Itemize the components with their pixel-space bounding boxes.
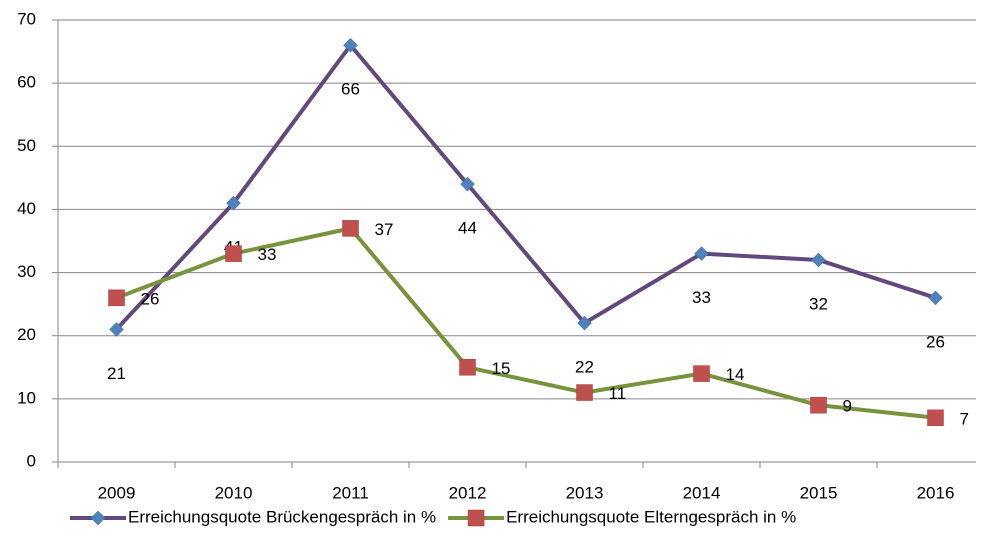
point-marker [342,220,359,237]
y-tick-label: 60 [17,73,36,92]
point-marker [460,176,475,192]
y-tick-label: 70 [17,9,36,28]
x-tick-label: 2009 [98,483,136,502]
point-marker [694,246,709,261]
legend-label: Erreichungsquote Elterngespräch in % [506,507,796,526]
data-label: 37 [375,220,394,239]
legend-label: Erreichungsquote Brückengespräch in % [128,507,436,526]
x-tick-label: 2010 [215,483,253,502]
legend-marker [90,510,106,526]
x-tick-label: 2014 [683,483,721,502]
data-label: 66 [341,80,360,99]
point-marker [459,359,476,376]
point-marker [577,315,592,331]
data-label: 33 [258,245,277,264]
y-tick-label: 30 [17,262,36,281]
data-label: 11 [609,384,627,403]
data-label: 14 [726,365,745,384]
point-marker [226,195,241,211]
series-line [115,43,937,331]
x-tick-label: 2011 [332,483,369,502]
data-label: 33 [692,288,711,307]
point-marker [108,289,125,307]
data-label: 22 [575,358,594,377]
y-tick-label: 10 [17,388,36,407]
legend-marker [467,509,485,527]
point-marker [811,252,826,268]
x-tick-label: 2016 [917,483,955,502]
point-marker [225,245,242,262]
point-marker [810,396,827,414]
data-label: 26 [141,289,160,308]
data-label: 15 [492,359,511,378]
y-tick-label: 40 [17,199,36,218]
data-label: 9 [843,397,852,416]
data-label: 7 [960,409,969,428]
y-tick-label: 50 [17,136,36,155]
data-label: 32 [809,294,828,313]
x-tick-label: 2012 [449,483,487,502]
x-tick-label: 2013 [566,483,604,502]
point-marker [576,384,593,401]
y-tick-label: 20 [17,325,36,344]
point-marker [927,409,944,427]
data-label: 26 [926,332,945,351]
x-tick-label: 2015 [800,483,838,502]
data-label: 44 [458,219,477,238]
data-label: 21 [107,364,126,383]
point-marker [109,322,124,337]
point-marker [693,365,710,382]
series-line [115,226,936,420]
point-marker [928,290,943,306]
y-tick-label: 0 [27,451,36,470]
point-marker [343,37,358,53]
